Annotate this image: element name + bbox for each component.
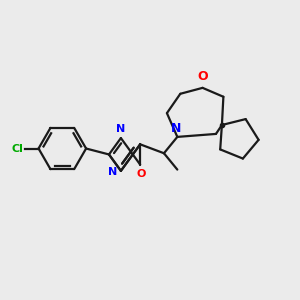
Text: N: N [108, 167, 117, 177]
Text: N: N [171, 122, 181, 135]
Text: O: O [137, 169, 146, 179]
Text: Cl: Cl [12, 143, 24, 154]
Text: N: N [116, 124, 125, 134]
Text: O: O [197, 70, 208, 83]
